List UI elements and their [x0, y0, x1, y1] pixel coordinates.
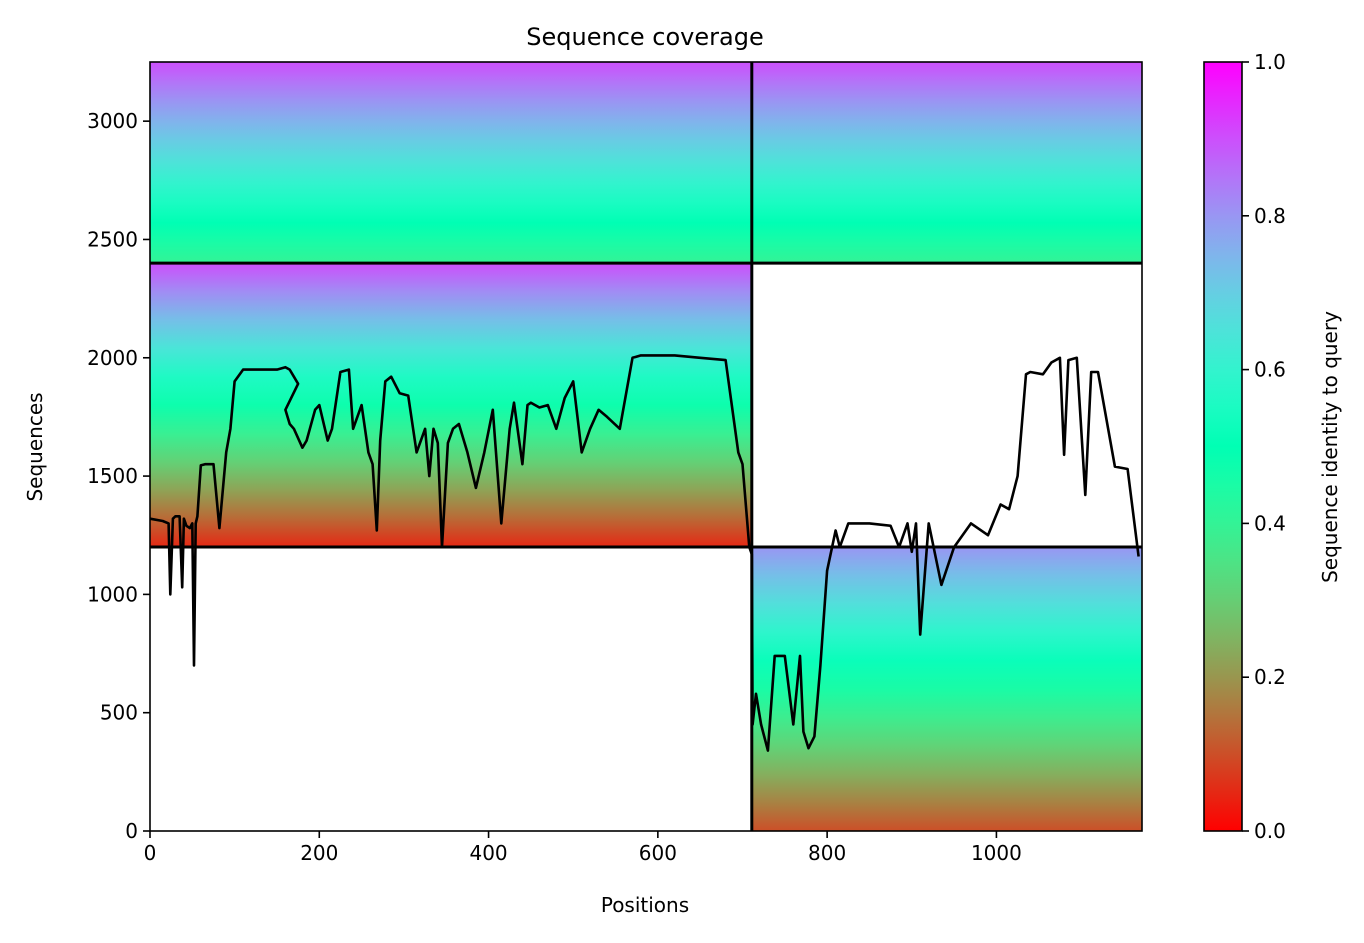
x-tick-label: 0 — [144, 841, 157, 865]
axes: 0 200 400 600 800 1000 0 500 1000 1500 2000 2500 300… — [87, 61, 1143, 865]
y-tick-label: 500 — [100, 701, 138, 725]
y-tick-label: 2500 — [87, 227, 138, 251]
colorbar: 0.0 0.2 0.4 0.6 0.8 1.0 — [1203, 50, 1286, 843]
y-tick-label: 2000 — [87, 346, 138, 370]
plot-area — [149, 62, 1142, 831]
coverage-line — [149, 354, 1140, 752]
colorbar-tick-label: 0.2 — [1254, 665, 1286, 689]
x-tick-label: 200 — [300, 841, 338, 865]
y-tick-label: 1500 — [87, 464, 138, 488]
x-axis-label: Positions — [601, 893, 689, 917]
x-tick-label: 800 — [808, 841, 846, 865]
colorbar-gradient — [1203, 61, 1243, 832]
colorbar-tick-label: 1.0 — [1254, 50, 1286, 74]
colorbar-tick-label: 0.4 — [1254, 511, 1286, 535]
y-tick-label: 1000 — [87, 582, 138, 606]
chart-title: Sequence coverage — [526, 23, 763, 51]
colorbar-tick-label: 0.8 — [1254, 204, 1286, 228]
x-tick-label: 600 — [639, 841, 677, 865]
colorbar-tick-label: 0.0 — [1254, 819, 1286, 843]
heatmap-block-unpaired-chainB — [751, 547, 1142, 831]
x-tick-label: 1000 — [971, 841, 1022, 865]
heatmap-block-paired-chainB — [751, 62, 1142, 264]
colorbar-tick-label: 0.6 — [1254, 358, 1286, 382]
heatmap-block-paired-chainA — [150, 62, 752, 264]
plot-frame — [149, 61, 1143, 832]
y-tick-label: 3000 — [87, 109, 138, 133]
heatmap-block-unpaired-chainA — [150, 263, 752, 548]
x-tick-label: 400 — [469, 841, 507, 865]
y-axis-label: Sequences — [23, 392, 47, 501]
y-tick-label: 0 — [125, 819, 138, 843]
colorbar-label: Sequence identity to query — [1318, 311, 1342, 583]
